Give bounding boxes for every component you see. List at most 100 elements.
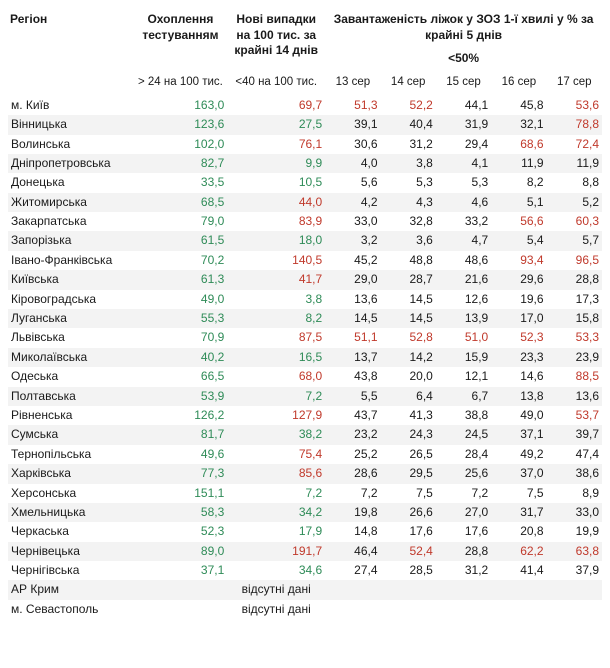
- cell-bed: 60,3: [547, 212, 602, 231]
- cell-cases: 27,5: [227, 115, 325, 134]
- cell-region: Київська: [8, 270, 134, 289]
- cell-bed: 31,2: [381, 135, 436, 154]
- cell-bed: 46,4: [325, 542, 380, 561]
- table-row: Івано-Франківська70,2140,545,248,848,693…: [8, 251, 602, 270]
- cell-cases: 34,6: [227, 561, 325, 580]
- cell-bed: 12,6: [436, 290, 491, 309]
- cell-testing: 151,1: [134, 484, 228, 503]
- table-row: Миколаївська40,216,513,714,215,923,323,9: [8, 348, 602, 367]
- cell-bed: 37,1: [491, 425, 546, 444]
- cell-bed: 31,2: [436, 561, 491, 580]
- cell-bed: 78,8: [547, 115, 602, 134]
- table-row: Донецька33,510,55,65,35,38,28,8: [8, 173, 602, 192]
- table-row: Хмельницька58,334,219,826,627,031,733,0: [8, 503, 602, 522]
- table-row: Львівська70,987,551,152,851,052,353,3: [8, 328, 602, 347]
- cell-bed: 52,3: [491, 328, 546, 347]
- cell-region: Кіровоградська: [8, 290, 134, 309]
- cell-testing: 81,7: [134, 425, 228, 444]
- cell-bed: 31,9: [436, 115, 491, 134]
- cell-region: Закарпатська: [8, 212, 134, 231]
- cell-testing: 70,9: [134, 328, 228, 347]
- cell-bed: 12,1: [436, 367, 491, 386]
- cell-region: Полтавська: [8, 387, 134, 406]
- cell-bed: 29,6: [491, 270, 546, 289]
- cell-bed: [547, 580, 602, 599]
- cell-bed: 21,6: [436, 270, 491, 289]
- header-beds: Завантаженість ліжок у ЗОЗ 1-ї хвилі у %…: [325, 8, 602, 47]
- cell-bed: 14,6: [491, 367, 546, 386]
- table-row: Луганська55,38,214,514,513,917,015,8: [8, 309, 602, 328]
- header-testing: Охоплення тестуванням: [134, 8, 228, 71]
- cell-bed: 17,0: [491, 309, 546, 328]
- table-body: м. Київ163,069,751,352,244,145,853,6Вінн…: [8, 96, 602, 620]
- cell-region: Рівненська: [8, 406, 134, 425]
- cell-bed: 53,6: [547, 96, 602, 115]
- cell-region: Хмельницька: [8, 503, 134, 522]
- cell-bed: 19,6: [491, 290, 546, 309]
- cell-bed: 14,5: [325, 309, 380, 328]
- cell-bed: 52,2: [381, 96, 436, 115]
- cell-bed: 14,2: [381, 348, 436, 367]
- cell-bed: 53,3: [547, 328, 602, 347]
- cell-cases: 17,9: [227, 522, 325, 541]
- cell-cases: 83,9: [227, 212, 325, 231]
- cell-region: Черкаська: [8, 522, 134, 541]
- cell-bed: 14,5: [381, 290, 436, 309]
- cell-testing: 70,2: [134, 251, 228, 270]
- cell-cases: 68,0: [227, 367, 325, 386]
- cell-bed: 47,4: [547, 445, 602, 464]
- cell-bed: 5,4: [491, 231, 546, 250]
- table-row: Чернігівська37,134,627,428,531,241,437,9: [8, 561, 602, 580]
- cell-bed: 25,2: [325, 445, 380, 464]
- cell-bed: 33,0: [547, 503, 602, 522]
- cell-cases: 8,2: [227, 309, 325, 328]
- cell-bed: [491, 580, 546, 599]
- cell-bed: 26,6: [381, 503, 436, 522]
- cell-bed: 15,9: [436, 348, 491, 367]
- table-row: АР Кримвідсутні дані: [8, 580, 602, 599]
- cell-bed: 14,8: [325, 522, 380, 541]
- cell-bed: 13,9: [436, 309, 491, 328]
- cell-testing: 82,7: [134, 154, 228, 173]
- cell-bed: 13,6: [325, 290, 380, 309]
- cell-bed: 26,5: [381, 445, 436, 464]
- cell-bed: 5,1: [491, 193, 546, 212]
- cell-bed: 56,6: [491, 212, 546, 231]
- cell-bed: 39,7: [547, 425, 602, 444]
- cell-bed: 4,1: [436, 154, 491, 173]
- cell-bed: 4,6: [436, 193, 491, 212]
- cell-bed: 13,7: [325, 348, 380, 367]
- cell-region: Дніпропетровська: [8, 154, 134, 173]
- cell-region: Чернігівська: [8, 561, 134, 580]
- cell-bed: 14,5: [381, 309, 436, 328]
- cell-bed: 5,3: [436, 173, 491, 192]
- cell-bed: 5,5: [325, 387, 380, 406]
- cell-bed: 28,8: [436, 542, 491, 561]
- table-row: Одеська66,568,043,820,012,114,688,5: [8, 367, 602, 386]
- table-header: Регіон Охоплення тестуванням Нові випадк…: [8, 8, 602, 96]
- cell-region: Волинська: [8, 135, 134, 154]
- cell-bed: 37,9: [547, 561, 602, 580]
- cell-bed: 8,9: [547, 484, 602, 503]
- cell-bed: 3,2: [325, 231, 380, 250]
- cell-bed: [381, 580, 436, 599]
- cell-bed: 51,0: [436, 328, 491, 347]
- cell-bed: 24,5: [436, 425, 491, 444]
- table-row: Тернопільська49,675,425,226,528,449,247,…: [8, 445, 602, 464]
- cell-cases: 3,8: [227, 290, 325, 309]
- table-row: Київська61,341,729,028,721,629,628,8: [8, 270, 602, 289]
- cell-region: Луганська: [8, 309, 134, 328]
- header-region: Регіон: [8, 8, 134, 96]
- header-beds-sub: <50%: [325, 47, 602, 71]
- cell-bed: 93,4: [491, 251, 546, 270]
- cell-cases: 76,1: [227, 135, 325, 154]
- cell-bed: 51,1: [325, 328, 380, 347]
- cell-bed: 20,8: [491, 522, 546, 541]
- cell-testing: 61,5: [134, 231, 228, 250]
- cell-region: Вінницька: [8, 115, 134, 134]
- cell-bed: 28,5: [381, 561, 436, 580]
- cell-testing: 123,6: [134, 115, 228, 134]
- cell-bed: 28,7: [381, 270, 436, 289]
- cell-bed: 48,6: [436, 251, 491, 270]
- cell-region: Івано-Франківська: [8, 251, 134, 270]
